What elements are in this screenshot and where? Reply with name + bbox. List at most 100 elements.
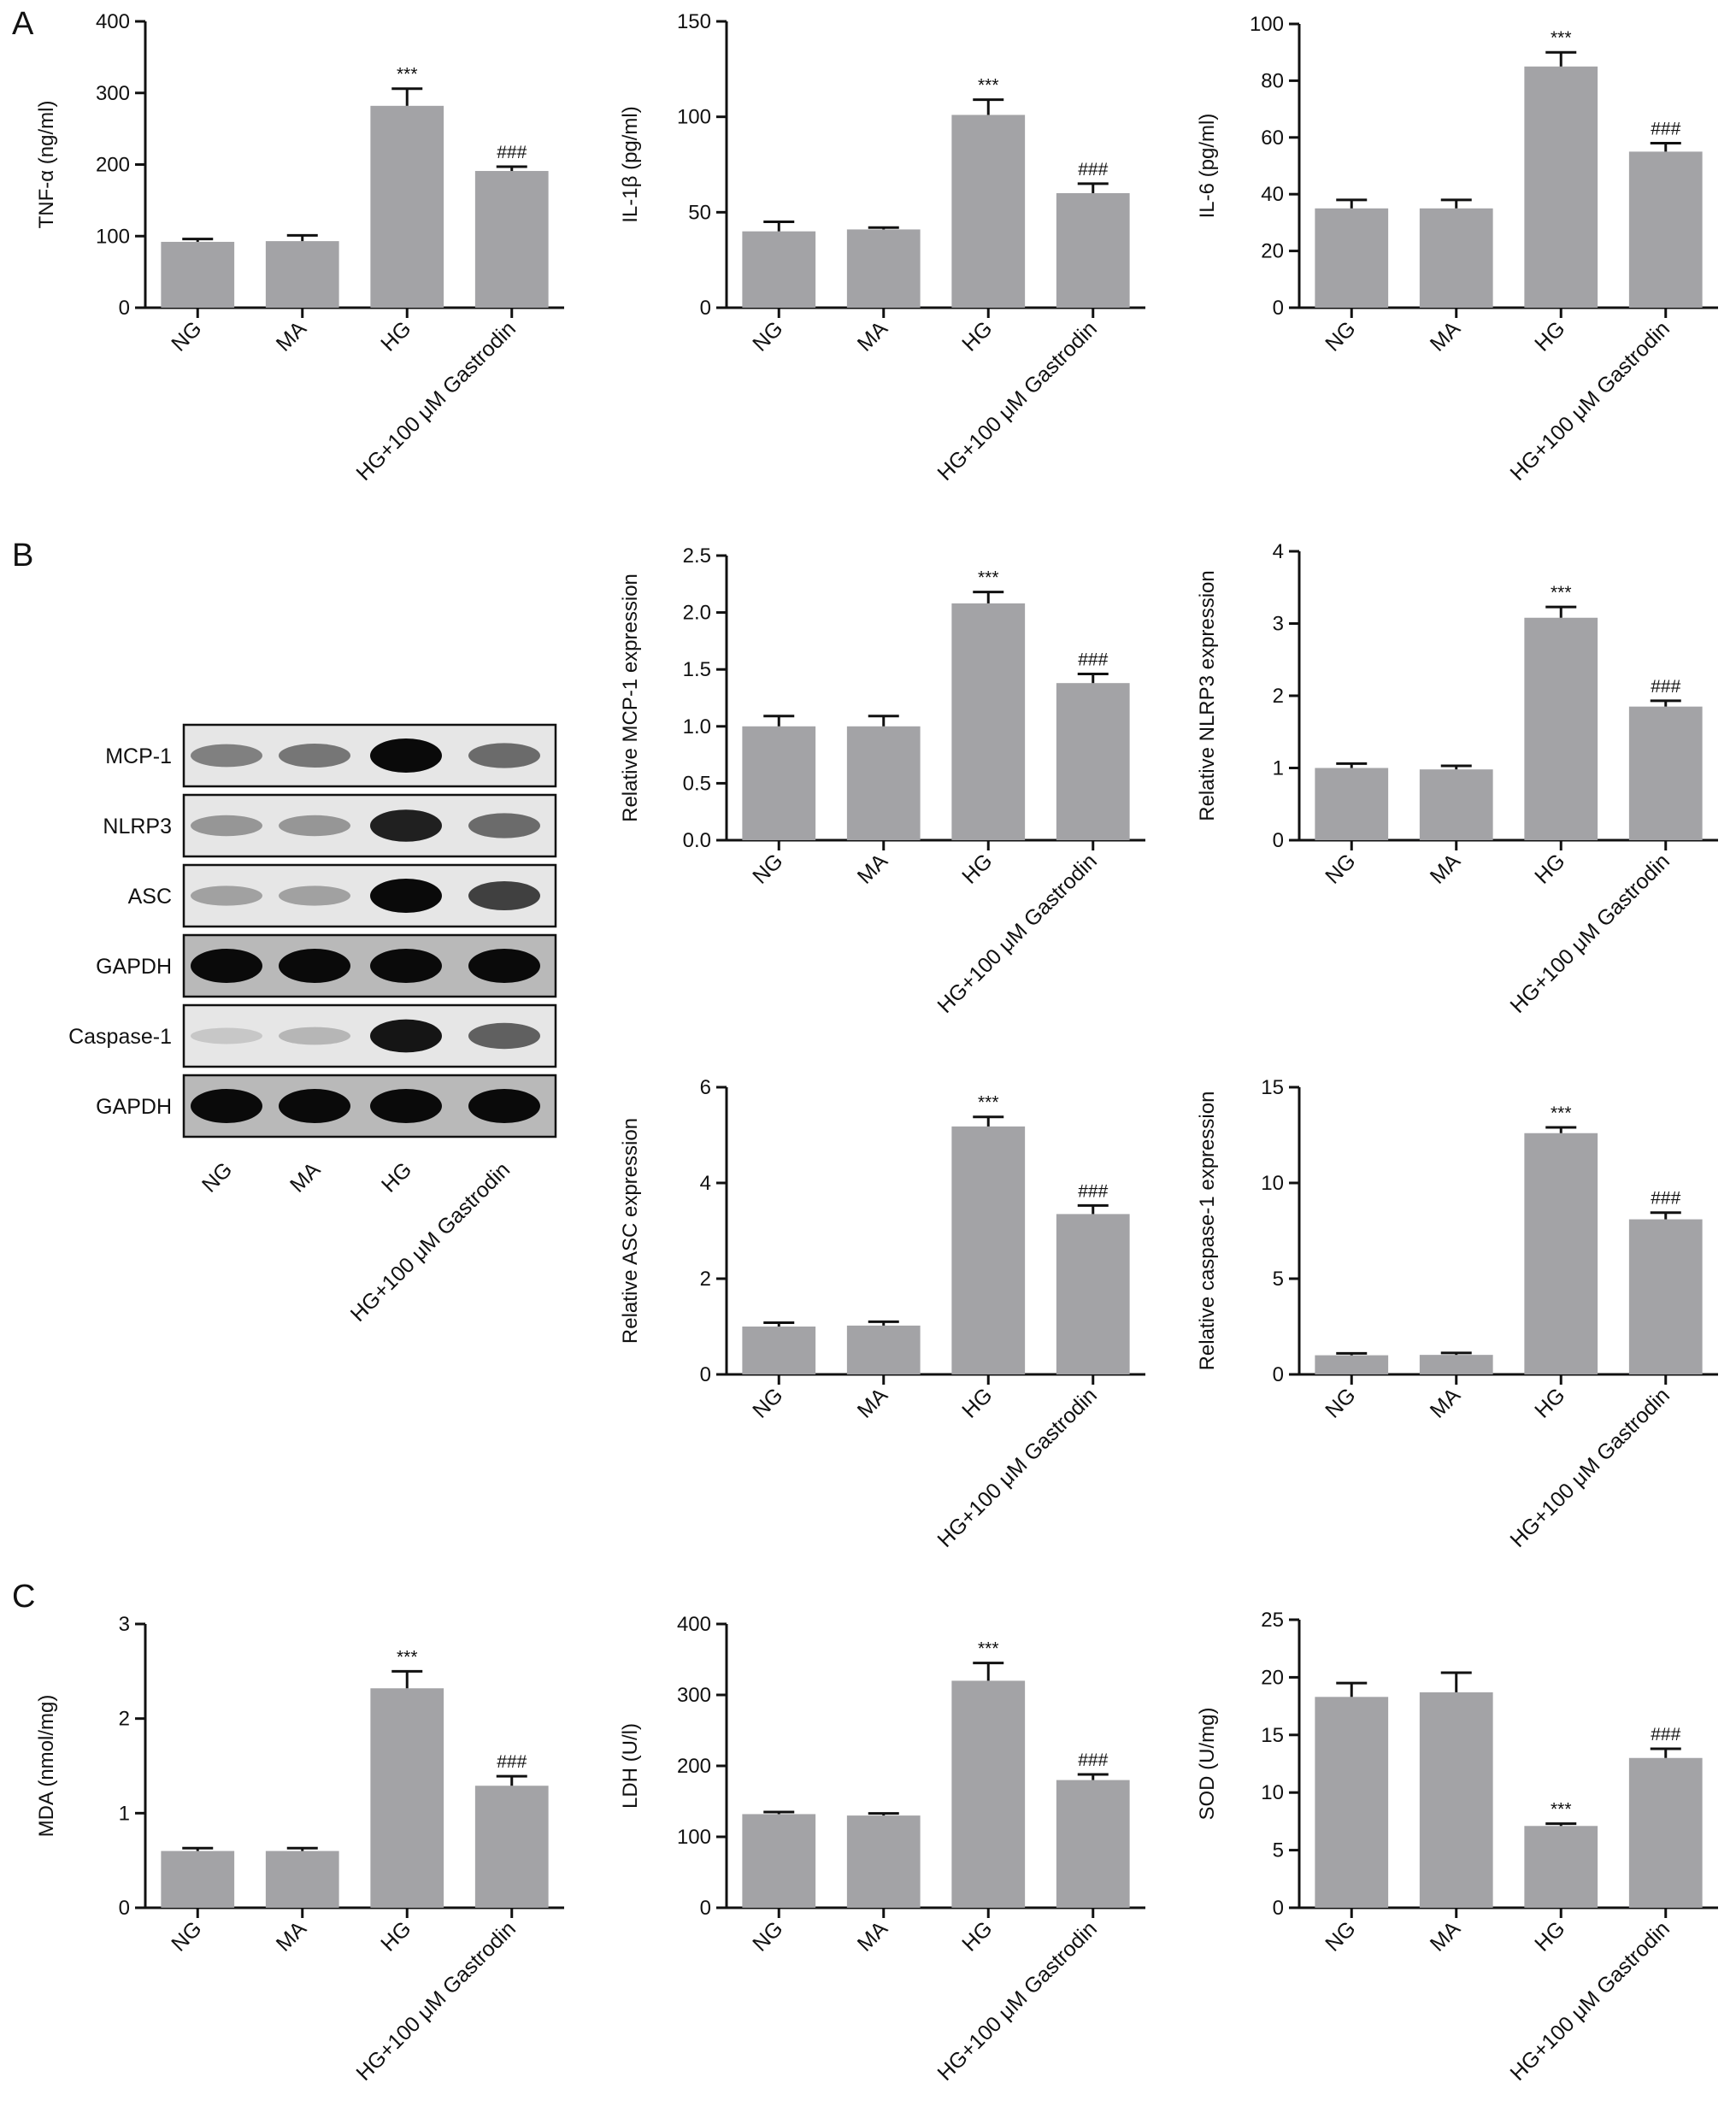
blot-band: [370, 1019, 442, 1053]
y-tick-label: 100: [1250, 13, 1284, 36]
y-axis-label: Relative NLRP3 expression: [1196, 570, 1219, 821]
blot-row-label: NLRP3: [103, 815, 172, 838]
blot-band: [370, 738, 442, 773]
category-label: HG: [1530, 1916, 1569, 1956]
y-axis-label: IL-6 (pg/ml): [1196, 114, 1219, 219]
blot-row-label: GAPDH: [96, 955, 172, 979]
panel-label-a: A: [12, 6, 34, 42]
y-tick-label: 15: [1261, 1076, 1284, 1099]
blot-band: [370, 949, 442, 983]
bar: [742, 231, 816, 308]
blot-row-label: ASC: [128, 885, 172, 909]
category-label: MA: [1426, 316, 1466, 356]
bar: [1419, 1692, 1493, 1908]
significance-label: ***: [1551, 583, 1572, 603]
bar: [474, 171, 549, 308]
y-tick-label: 100: [677, 106, 711, 129]
blot-band: [191, 885, 262, 906]
blot-row-asc: ASC: [128, 863, 557, 928]
chart-mda: 0 1 2 3 MDA (nmol/mg) NG MA *** HG ### HG+100 μM G…: [35, 1613, 564, 2086]
bar: [161, 1850, 235, 1908]
bar: [265, 1850, 339, 1908]
y-axis-label: LDH (U/l): [619, 1723, 642, 1809]
category-label: MA: [1426, 1383, 1466, 1423]
category-label: MA: [1426, 1916, 1466, 1956]
category-label: HG+100 μM Gastrodin: [1505, 849, 1674, 1018]
category-label: HG+100 μM Gastrodin: [1505, 316, 1674, 485]
bar: [1056, 1214, 1130, 1374]
bar: [370, 1688, 444, 1908]
category-label: NG: [1321, 316, 1360, 356]
significance-label: ###: [1078, 160, 1108, 179]
y-axis-label: MDA (nmol/mg): [35, 1695, 58, 1838]
y-tick-label: 2: [119, 1708, 130, 1731]
y-axis-label: Relative ASC expression: [619, 1118, 642, 1344]
y-tick-label: 150: [677, 10, 711, 33]
y-tick-label: 3: [119, 1613, 130, 1636]
y-tick-label: 1.0: [683, 715, 711, 738]
bar: [1628, 1219, 1703, 1374]
y-tick-label: 20: [1261, 1666, 1284, 1689]
y-tick-label: 1.5: [683, 658, 711, 681]
y-tick-label: 5: [1273, 1268, 1284, 1291]
blot-lane-label: HG: [377, 1157, 416, 1197]
y-tick-label: 50: [688, 201, 711, 224]
y-tick-label: 80: [1261, 69, 1284, 92]
bar: [1419, 1355, 1493, 1374]
bar: [1419, 208, 1493, 308]
y-tick-label: 10: [1261, 1172, 1284, 1195]
bar: [846, 1325, 921, 1374]
category-label: NG: [1321, 1916, 1360, 1956]
y-axis-label: TNF-α (ng/ml): [35, 101, 58, 229]
category-label: HG+100 μM Gastrodin: [351, 1916, 521, 2086]
category-label: MA: [853, 316, 893, 356]
chart-sod: 0 5 10 15 20 25 SOD (U/mg) NG MA *** HG ### HG+100 μ…: [1196, 1609, 1718, 2086]
bar: [161, 241, 235, 308]
significance-label: ***: [1551, 1800, 1572, 1820]
y-tick-label: 2: [700, 1268, 711, 1291]
category-label: HG: [1530, 849, 1569, 888]
category-label: MA: [272, 316, 312, 356]
y-tick-label: 100: [677, 1826, 711, 1849]
bar: [1524, 1826, 1598, 1908]
category-label: MA: [272, 1916, 312, 1956]
blot-band: [370, 879, 442, 913]
blot-band: [191, 815, 262, 837]
category-label: HG+100 μM Gastrodin: [351, 316, 521, 485]
y-axis-label: Relative caspase-1 expression: [1196, 1091, 1219, 1371]
category-label: NG: [748, 1916, 787, 1956]
y-tick-label: 300: [96, 82, 130, 105]
blot-row-caspase-1: Caspase-1: [68, 1003, 557, 1068]
category-label: NG: [748, 849, 787, 888]
significance-label: ###: [497, 1752, 527, 1772]
blot-band: [279, 949, 350, 983]
panel-label-b: B: [12, 538, 33, 574]
y-tick-label: 0.5: [683, 772, 711, 795]
category-label: MA: [853, 1383, 893, 1423]
y-axis-label: IL-1β (pg/ml): [619, 106, 642, 223]
y-tick-label: 200: [677, 1755, 711, 1778]
category-label: HG: [957, 1916, 997, 1956]
significance-label: ###: [1078, 1750, 1108, 1770]
blot-row-label: Caspase-1: [68, 1025, 172, 1049]
category-label: HG: [376, 1916, 415, 1956]
category-label: HG: [957, 316, 997, 356]
blot-band: [468, 881, 540, 910]
y-axis-label: Relative MCP-1 expression: [619, 574, 642, 822]
category-label: HG: [1530, 1383, 1569, 1422]
blot-row-gapdh: GAPDH: [96, 1074, 557, 1138]
category-label: NG: [167, 1916, 206, 1956]
category-label: HG+100 μM Gastrodin: [933, 1916, 1102, 2086]
y-tick-label: 5: [1273, 1839, 1284, 1862]
y-tick-label: 300: [677, 1684, 711, 1707]
category-label: NG: [748, 1383, 787, 1422]
blot-row-nlrp3: NLRP3: [103, 793, 557, 858]
panel-label-c: C: [12, 1579, 35, 1615]
bar: [1315, 768, 1389, 840]
bar: [742, 1327, 816, 1374]
blot-band: [279, 744, 350, 768]
y-tick-label: 4: [700, 1172, 711, 1195]
bar: [1628, 1757, 1703, 1908]
category-label: HG+100 μM Gastrodin: [1505, 1383, 1674, 1552]
